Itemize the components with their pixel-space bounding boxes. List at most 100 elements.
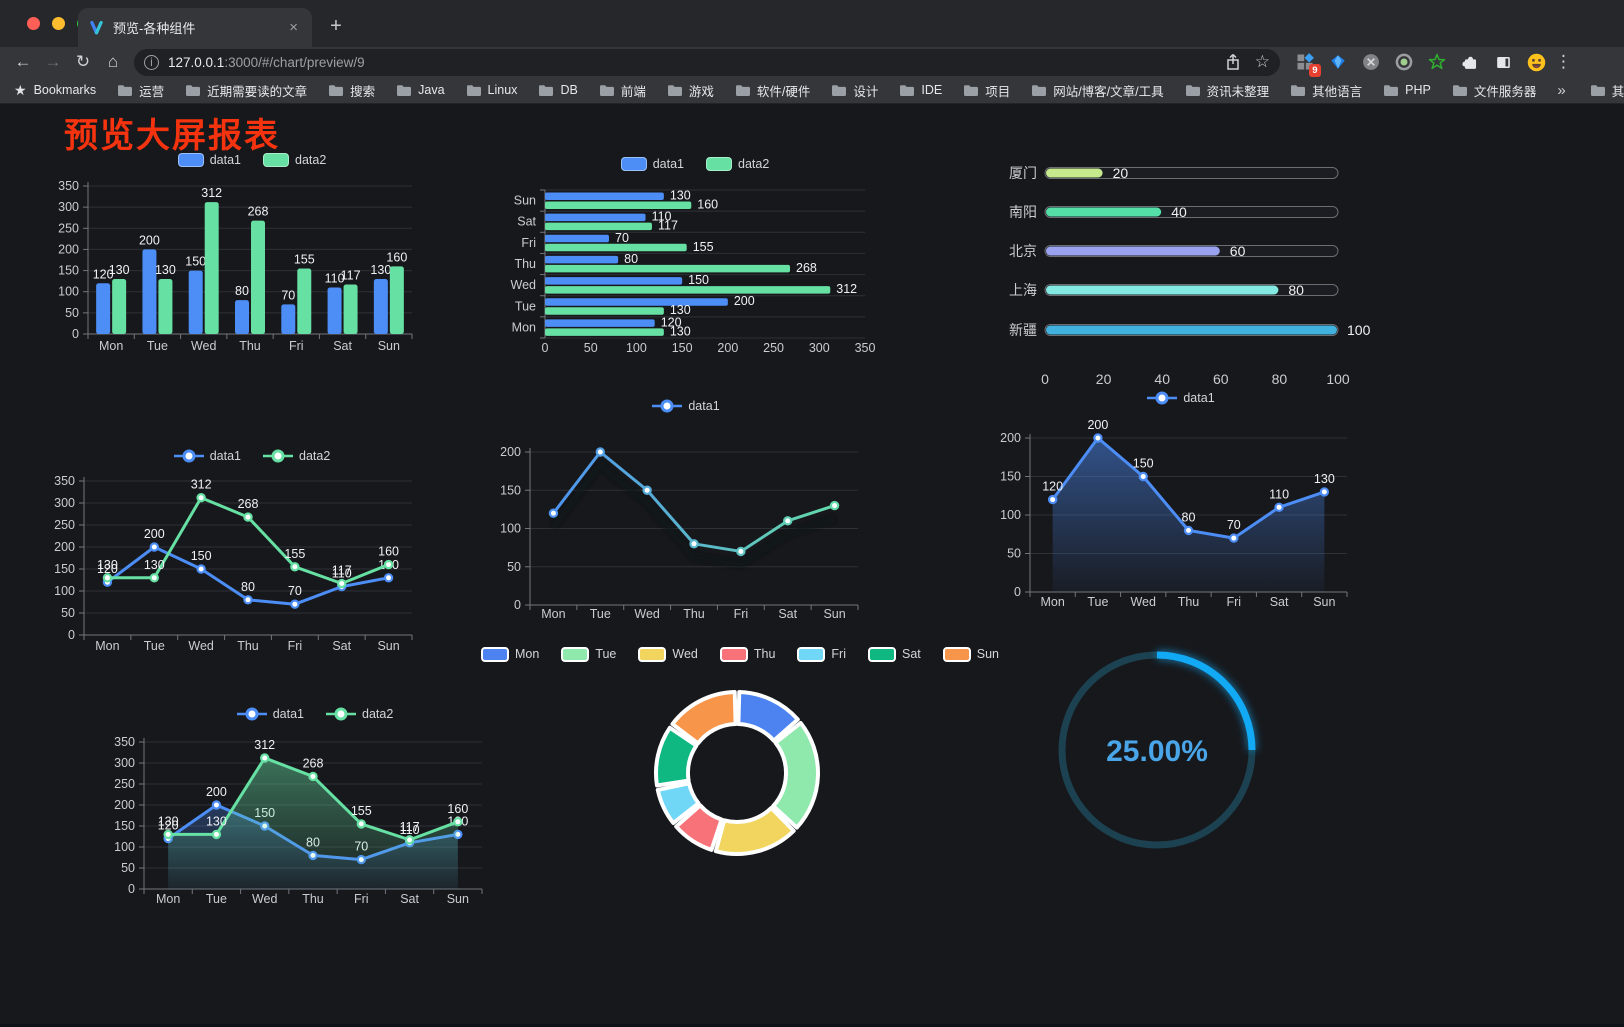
share-icon[interactable] [1225, 53, 1241, 71]
bookmark-star-icon[interactable]: ☆ [1254, 52, 1270, 71]
svg-text:Sun: Sun [377, 639, 399, 653]
svg-text:350: 350 [114, 735, 135, 749]
svg-text:150: 150 [191, 549, 212, 563]
legend-item[interactable]: data2 [326, 707, 393, 721]
svg-text:200: 200 [139, 233, 160, 247]
donut-slice-thu[interactable] [674, 803, 724, 852]
svg-text:Mon: Mon [99, 339, 123, 353]
svg-text:Mon: Mon [95, 639, 119, 653]
new-tab-button[interactable]: + [330, 14, 342, 37]
browser-tab[interactable]: 预览-各种组件 × [78, 8, 312, 47]
other-bookmarks-folder[interactable]: 其他书签 [1590, 81, 1624, 100]
legend-item[interactable]: data1 [173, 449, 241, 463]
chart-legend: data1 data2 [40, 148, 464, 172]
bookmark-folder[interactable]: DB [538, 83, 578, 97]
svg-text:Thu: Thu [239, 339, 261, 353]
emoji-extension-icon[interactable] [1523, 49, 1549, 75]
legend-item[interactable]: Fri [797, 646, 846, 662]
legend-item[interactable]: Mon [480, 646, 539, 662]
legend-item[interactable]: data1 [236, 707, 304, 721]
legend-item[interactable]: data1 [620, 157, 684, 171]
svg-text:80: 80 [235, 284, 249, 298]
chart-legend: data1 data2 [505, 152, 885, 176]
bookmark-folder[interactable]: 运营 [117, 81, 164, 100]
legend-swatch [263, 153, 289, 167]
back-icon[interactable]: ← [14, 52, 32, 71]
browser-menu-icon[interactable]: ⋮ [1555, 52, 1572, 71]
legend-item[interactable]: Sat [868, 646, 921, 662]
svg-text:100: 100 [1000, 508, 1021, 522]
legend-item[interactable]: Tue [561, 646, 616, 662]
legend-item[interactable]: Sun [942, 646, 999, 662]
svg-text:0: 0 [128, 882, 135, 896]
folder-icon [1185, 84, 1201, 97]
svg-text:312: 312 [254, 738, 275, 752]
svg-text:北京: 北京 [1009, 243, 1037, 259]
svg-text:Fri: Fri [289, 339, 304, 353]
svg-text:50: 50 [61, 606, 75, 620]
bookmarks-root[interactable]: Bookmarks [34, 83, 97, 97]
svg-text:110: 110 [325, 271, 345, 285]
site-info-icon[interactable]: i [144, 54, 159, 70]
home-icon[interactable]: ⌂ [107, 52, 119, 71]
legend-item[interactable]: data2 [263, 153, 326, 167]
svg-text:50: 50 [1007, 547, 1021, 561]
ring-dot-extension-icon[interactable] [1391, 49, 1417, 75]
bookmark-folder[interactable]: 搜索 [328, 81, 375, 100]
proxy-extension-icon[interactable]: 9 [1292, 49, 1321, 77]
legend-item[interactable]: data1 [177, 153, 241, 167]
bookmark-folder[interactable]: 网站/博客/文章/工具 [1031, 81, 1164, 100]
donut-slice-tue[interactable] [771, 720, 820, 830]
folder-icon [538, 84, 554, 97]
side-panel-extension-icon[interactable] [1490, 49, 1516, 75]
bookmark-folder[interactable]: 前端 [599, 81, 646, 100]
svg-text:200: 200 [1000, 431, 1021, 445]
bookmark-folder[interactable]: 软件/硬件 [735, 81, 810, 100]
bookmark-folder[interactable]: 资讯未整理 [1185, 81, 1269, 100]
puzzle-extension-icon[interactable] [1457, 49, 1483, 75]
bookmark-folder[interactable]: Java [396, 83, 445, 97]
svg-text:Wed: Wed [188, 639, 214, 653]
svg-text:200: 200 [114, 798, 135, 812]
legend-item[interactable]: Wed [638, 646, 698, 662]
legend-item[interactable]: data2 [263, 449, 330, 463]
svg-text:200: 200 [717, 341, 738, 355]
forward-icon[interactable]: → [44, 52, 62, 71]
folder-icon [117, 84, 133, 97]
bookmark-folder[interactable]: 文件服务器 [1452, 81, 1536, 100]
title-bar: 预览-各种组件 × + [0, 0, 1624, 47]
close-window-button[interactable] [27, 17, 40, 30]
green-star-extension-icon[interactable] [1424, 49, 1450, 75]
gem-extension-icon[interactable] [1325, 49, 1351, 75]
url-bar[interactable]: i 127.0.0.1 :3000/#/chart/preview/9 ☆ [134, 48, 1280, 76]
legend-item[interactable]: data1 [652, 399, 720, 413]
bookmark-folder[interactable]: 设计 [831, 81, 878, 100]
bookmark-folder[interactable]: Linux [466, 83, 517, 97]
bookmark-folder[interactable]: PHP [1383, 83, 1431, 97]
donut-slice-mon[interactable] [736, 690, 800, 743]
legend-item[interactable]: data2 [706, 157, 769, 171]
bookmark-folder[interactable]: 项目 [963, 81, 1010, 100]
svg-text:120: 120 [97, 562, 118, 576]
svg-text:155: 155 [294, 252, 315, 266]
donut-slice-fri[interactable] [655, 781, 701, 826]
bookmark-folder[interactable]: IDE [899, 83, 942, 97]
gray-circle-extension-icon[interactable] [1358, 49, 1384, 75]
svg-text:厦门: 厦门 [1009, 165, 1037, 181]
minimize-window-button[interactable] [52, 17, 65, 30]
bookmark-folder[interactable]: 其他语言 [1290, 81, 1362, 100]
donut-slice-sat[interactable] [654, 725, 699, 788]
bookmark-folder[interactable]: 游戏 [667, 81, 714, 100]
donut-slice-sun[interactable] [670, 690, 738, 746]
bookmark-folder[interactable]: 近期需要读的文章 [185, 81, 307, 100]
svg-text:Thu: Thu [514, 257, 536, 271]
legend-item[interactable]: data1 [1147, 391, 1215, 405]
donut-slice-wed[interactable] [713, 805, 796, 856]
tab-close-icon[interactable]: × [289, 19, 298, 36]
legend-item[interactable]: Thu [719, 646, 775, 662]
svg-text:150: 150 [688, 273, 709, 287]
svg-text:Sun: Sun [1313, 595, 1335, 609]
reload-icon[interactable]: ↻ [75, 52, 91, 71]
bookmarks-overflow-chevron[interactable]: » [1557, 81, 1566, 99]
svg-text:0: 0 [1041, 371, 1049, 387]
